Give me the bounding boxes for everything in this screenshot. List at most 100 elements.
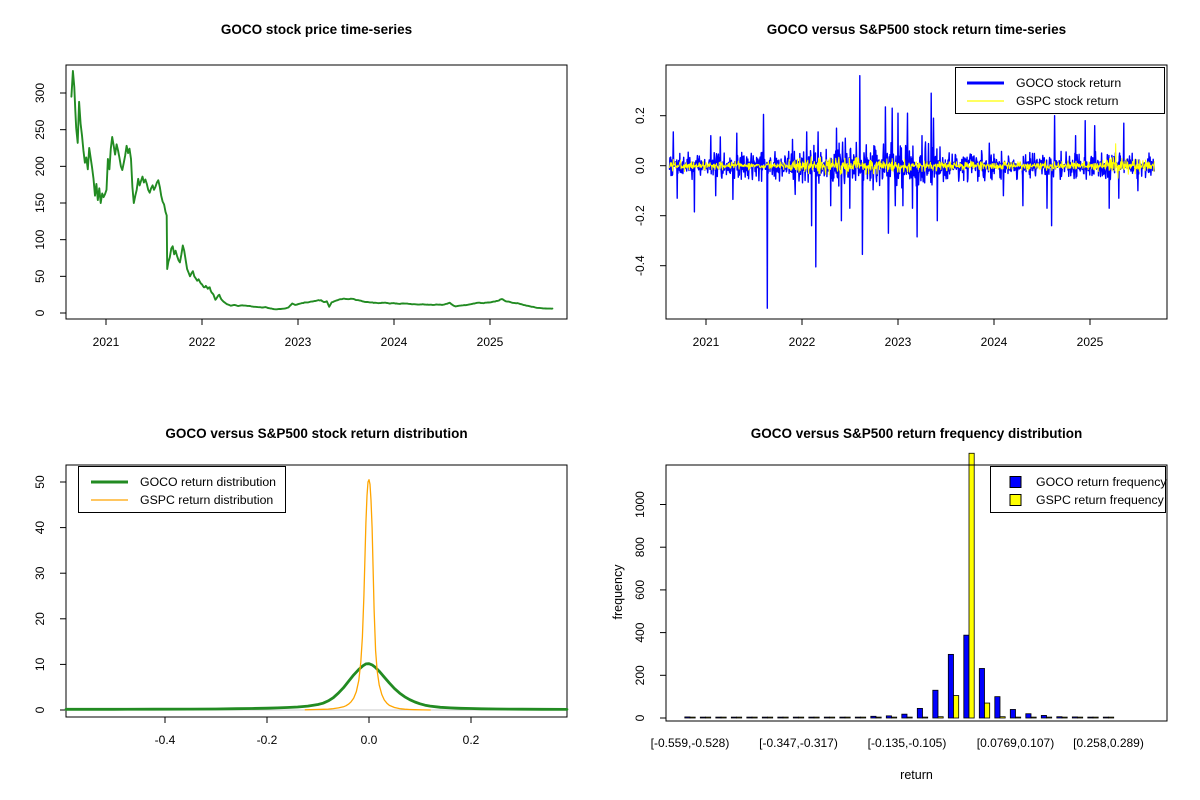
- goco-bar: [1056, 716, 1063, 719]
- goco-bar: [761, 716, 768, 719]
- panel-price-timeseries: GOCO stock price time-series 0 50 100 150 20…: [33, 22, 568, 349]
- goco-bar: [1040, 715, 1047, 719]
- gspc-bar: [767, 716, 774, 719]
- legend-box: [955, 67, 1165, 114]
- y-tick-label: 200: [33, 156, 47, 176]
- gspc-bar: [937, 716, 944, 719]
- goco-bar: [839, 716, 846, 719]
- x-tick-label: 2022: [189, 335, 216, 349]
- y-tick-label: 800: [633, 537, 647, 557]
- gspc-bar: [736, 716, 743, 719]
- goco-bar: [699, 716, 706, 719]
- gspc-bar: [813, 716, 820, 719]
- legend-label: GSPC stock return: [1016, 94, 1119, 108]
- goco-bar: [684, 716, 691, 719]
- y-axis-title: frequency: [611, 564, 625, 620]
- gspc-density-line: [304, 479, 431, 711]
- y-tick-label: 150: [33, 193, 47, 213]
- goco-bar: [1087, 716, 1094, 719]
- legend-label: GOCO return distribution: [140, 475, 276, 489]
- goco-bar: [901, 713, 908, 719]
- y-tick-label: 200: [633, 665, 647, 685]
- plot-box: [65, 464, 568, 718]
- gspc-bar: [720, 716, 727, 719]
- x-tick-label: 2021: [693, 335, 720, 349]
- gspc-bar: [984, 702, 991, 719]
- x-tick-label: 0.2: [463, 733, 480, 747]
- gspc-bar: [968, 452, 975, 719]
- y-tick-label: -0.2: [633, 205, 647, 226]
- legend-box: [78, 466, 286, 513]
- legend-label: GOCO return frequency: [1036, 475, 1167, 489]
- chart-title: GOCO versus S&P500 stock return time-ser…: [767, 22, 1066, 37]
- gspc-bar: [875, 716, 882, 719]
- gspc-bar: [1046, 716, 1053, 719]
- legend-label: GSPC return frequency: [1036, 493, 1165, 507]
- x-tick-label: 0.0: [361, 733, 378, 747]
- gspc-bar: [999, 716, 1006, 719]
- y-tick-label: 250: [33, 119, 47, 139]
- goco-bar: [808, 716, 815, 719]
- panel-return-timeseries: GOCO versus S&P500 stock return time-ser…: [633, 22, 1168, 349]
- y-tick-label: 300: [33, 83, 47, 103]
- x-bin-label: [-0.559,-0.528): [651, 736, 730, 750]
- goco-bar: [963, 634, 970, 719]
- y-tick-label: 0.0: [633, 157, 647, 174]
- x-tick-label: 2023: [885, 335, 912, 349]
- goco-bar: [994, 696, 1001, 719]
- gspc-bar: [1061, 716, 1068, 719]
- chart-title: GOCO versus S&P500 return frequency dist…: [751, 426, 1083, 441]
- gspc-bar: [844, 716, 851, 719]
- x-bin-label: [-0.347,-0.317): [759, 736, 838, 750]
- x-tick-label: 2023: [285, 335, 312, 349]
- y-tick-label: 50: [33, 475, 47, 489]
- gspc-bar: [782, 716, 789, 719]
- x-tick-label: 2025: [477, 335, 504, 349]
- goco-bar: [916, 707, 923, 719]
- density-plot-area: 0 10 20 30 40 50 -0.4 -0.2 0.0 0.2 GOCO return dis…: [33, 464, 569, 747]
- gspc-bar: [751, 716, 758, 719]
- x-tick-label: -0.2: [257, 733, 278, 747]
- y-tick-label: 0: [633, 714, 647, 721]
- y-tick-label: 400: [633, 622, 647, 642]
- price-line: [70, 70, 554, 311]
- x-tick-label: -0.4: [155, 733, 176, 747]
- y-tick-label: -0.4: [633, 255, 647, 276]
- goco-bar: [854, 716, 861, 719]
- gspc-bar: [705, 716, 712, 719]
- gspc-return-line: [669, 143, 1155, 179]
- goco-bar: [823, 716, 830, 719]
- x-tick-label: 2021: [93, 335, 120, 349]
- goco-bar: [885, 715, 892, 719]
- hist-plot-area: 0 200 400 600 800 1000 [-0.559,-0.528) [-0.347,…: [633, 452, 1168, 750]
- plot-box: [665, 64, 1168, 320]
- y-tick-label: 1000: [633, 491, 647, 518]
- x-tick-label: 2024: [981, 335, 1008, 349]
- legend-square-swatch: [1009, 494, 1022, 506]
- goco-bar: [1025, 713, 1032, 719]
- panel-return-distribution: GOCO versus S&P500 stock return distribu…: [33, 426, 569, 747]
- gspc-bar: [689, 716, 696, 719]
- goco-bar: [792, 716, 799, 719]
- price-plot-area: 0 50 100 150 200 250 300 2021 2022 2023 2024 2025: [33, 64, 568, 349]
- x-bin-label: [0.0769,0.107): [977, 736, 1054, 750]
- goco-bar: [730, 716, 737, 719]
- goco-bar: [777, 716, 784, 719]
- gspc-bar: [1030, 716, 1037, 719]
- returns-plot-area: 0.2 0.0 -0.2 -0.4 2021 2022 2023 2024 2025 GOCO s…: [633, 64, 1168, 349]
- panel-return-frequency: GOCO versus S&P500 return frequency dist…: [611, 426, 1168, 782]
- y-tick-label: 10: [33, 657, 47, 671]
- plot-box: [665, 464, 1168, 722]
- legend-label: GOCO stock return: [1016, 76, 1121, 90]
- gspc-bar: [860, 716, 867, 719]
- y-tick-label: 600: [633, 580, 647, 600]
- y-tick-label: 100: [33, 229, 47, 249]
- legend-square-swatch: [1009, 476, 1022, 488]
- x-tick-label: 2024: [381, 335, 408, 349]
- gspc-bar: [829, 716, 836, 719]
- gspc-bar: [1092, 716, 1099, 719]
- y-tick-label: 0: [33, 706, 47, 713]
- x-tick-label: 2022: [789, 335, 816, 349]
